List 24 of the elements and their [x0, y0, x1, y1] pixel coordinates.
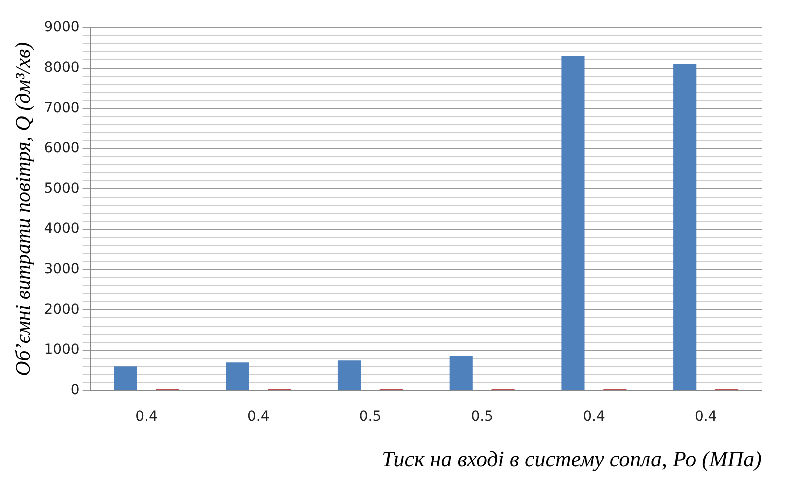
x-tick-label: 0.5 — [471, 408, 494, 425]
bar — [226, 362, 250, 390]
y-tick-label: 8000 — [44, 60, 80, 76]
y-tick-label: 5000 — [44, 180, 80, 197]
y-tick-label: 9000 — [44, 20, 80, 36]
x-tick-label: 0.4 — [694, 408, 718, 425]
bar — [450, 356, 473, 390]
y-tick-label: 6000 — [44, 140, 80, 157]
x-tick-label: 0.4 — [583, 408, 606, 425]
y-tick-label: 0 — [70, 382, 80, 398]
y-tick-label: 3000 — [44, 262, 80, 278]
bar — [338, 360, 362, 390]
y-tick-label: 4000 — [44, 221, 80, 238]
bar — [562, 56, 585, 390]
y-tick-label: 1000 — [44, 342, 80, 358]
y-tick-label: 7000 — [44, 100, 80, 116]
x-axis-title: Тиск на вході в систему сопла, Ро (МПа) — [382, 446, 762, 472]
x-tick-label: 0.4 — [136, 408, 158, 425]
bar — [114, 366, 138, 390]
y-axis-title: Об’ємні витрати повітря, Q (дм³/хв) — [11, 42, 36, 376]
bar — [674, 64, 697, 390]
x-tick-label: 0.5 — [359, 408, 382, 425]
x-tick-label: 0.4 — [247, 408, 270, 425]
y-tick-label: 2000 — [44, 302, 80, 318]
